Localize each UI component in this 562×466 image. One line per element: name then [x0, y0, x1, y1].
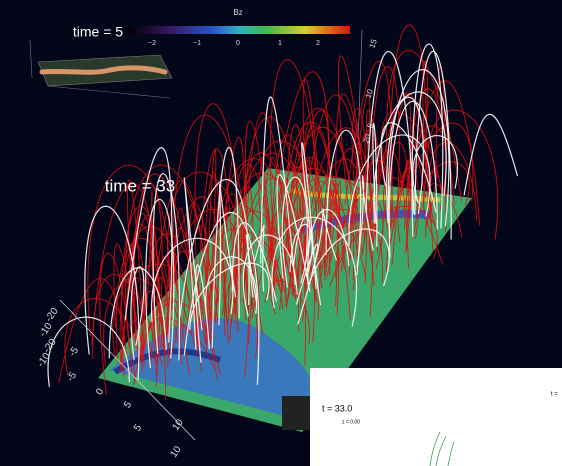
- colorbar-tick-label: −1: [193, 40, 201, 47]
- colorbar-tick-label: 1: [278, 40, 282, 47]
- colorbar: [128, 26, 350, 34]
- visualization: time = 5 Bz time = 33 -20-10-20-10-5-505…: [0, 0, 562, 466]
- inset-label: time = 5: [73, 24, 123, 40]
- colorbar-title: Bz: [233, 8, 242, 17]
- panel: [310, 368, 562, 466]
- colorbar-tick-label: 0: [236, 40, 240, 47]
- colorbar-tick-label: −2: [148, 40, 156, 47]
- main-label: time = 33: [105, 176, 175, 195]
- panel-time: t = 33.0: [322, 403, 352, 413]
- panel-depth: z = 0.00: [342, 419, 360, 425]
- panel-corner: t =: [551, 392, 558, 398]
- colorbar-tick-label: 2: [316, 40, 320, 47]
- panel-shadow: [282, 396, 310, 430]
